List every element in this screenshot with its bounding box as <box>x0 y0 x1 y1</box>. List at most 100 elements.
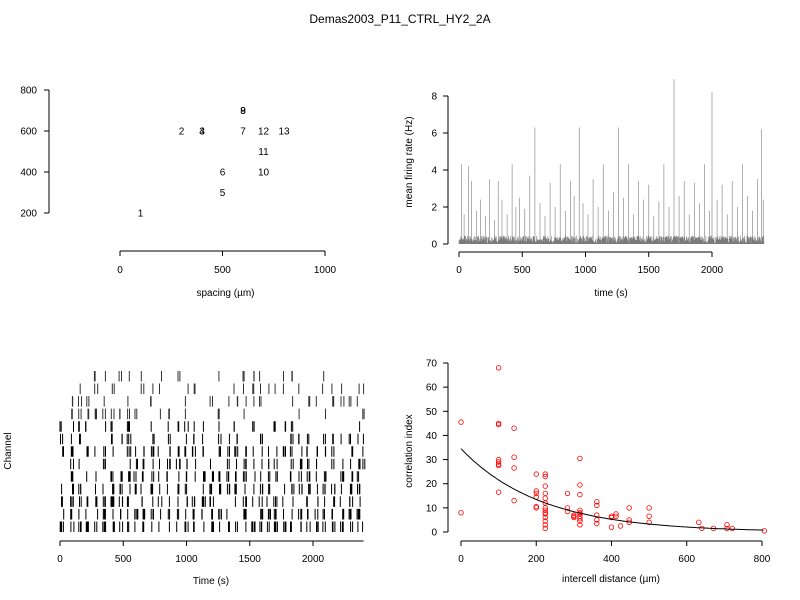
corr-point-65 <box>646 513 652 519</box>
correlation-panel: 0 200 400 600 800 0 10 20 30 40 50 60 70 intercell di… <box>404 359 771 586</box>
rate-x-tick-label: 1000 <box>574 265 597 276</box>
layout-y-tick-label: 200 <box>20 209 37 220</box>
corr-point-23 <box>542 490 548 497</box>
raster-channel-4 <box>61 483 361 495</box>
corr-point-34 <box>564 490 571 497</box>
raster-x-tick-label: 0 <box>57 554 63 565</box>
figure-title: Demas2003_P11_CTRL_HY2_2A <box>309 12 490 26</box>
corr-point-11 <box>511 454 517 460</box>
layout-cell-label-11: 11 <box>258 147 269 158</box>
corr-y-tick-label: 30 <box>426 455 438 466</box>
corr-point-32 <box>542 522 548 528</box>
raster-panel: 0 500 1000 1500 2000 Time (s) Channel <box>3 371 366 587</box>
corr-x-tick-label: 0 <box>458 554 464 565</box>
corr-y-tick-label: 50 <box>426 407 438 418</box>
raster-channel-2 <box>63 508 361 520</box>
corr-point-22 <box>542 483 548 489</box>
rate-x-tick-label: 2000 <box>701 265 724 276</box>
corr-x-tick-label: 200 <box>528 554 545 565</box>
corr-point-16 <box>533 490 539 497</box>
layout-x-axis-label: spacing (µm) <box>197 288 255 299</box>
rate-y-tick-label: 6 <box>431 129 437 140</box>
corr-point-0 <box>458 419 464 425</box>
corr-x-tick-label: 400 <box>603 554 620 565</box>
corr-point-13 <box>511 497 517 504</box>
corr-point-9 <box>495 489 502 495</box>
raster-channel-12 <box>79 383 365 395</box>
raster-channel-11 <box>71 396 358 407</box>
corr-point-41 <box>577 482 583 488</box>
raster-channel-7 <box>62 446 364 457</box>
corr-point-24 <box>542 495 548 501</box>
corr-point-48 <box>577 518 583 524</box>
layout-cell-label-5: 5 <box>220 188 226 199</box>
corr-fit-curve <box>460 448 764 531</box>
corr-point-43 <box>577 507 583 513</box>
layout-x-tick-label: 0 <box>117 265 123 276</box>
raster-channel-13 <box>93 371 325 382</box>
corr-point-33 <box>542 525 548 532</box>
corr-point-8 <box>495 462 502 469</box>
corr-point-19 <box>533 505 539 511</box>
raster-channel-5 <box>70 471 360 482</box>
layout-y-tick-label: 400 <box>20 168 37 179</box>
layout-cell-label-3: 3 <box>199 127 205 138</box>
corr-x-tick-label: 600 <box>678 554 695 565</box>
corr-point-70 <box>724 522 730 528</box>
corr-point-1 <box>458 510 464 516</box>
rate-y-tick-label: 4 <box>431 166 437 177</box>
layout-cell-label-13: 13 <box>278 127 290 138</box>
corr-point-30 <box>542 514 548 521</box>
corr-x-axis-label: intercell distance (µm) <box>562 574 660 585</box>
corr-point-72 <box>729 525 735 532</box>
layout-x-tick-label: 500 <box>214 265 231 276</box>
raster-channel-3 <box>61 496 361 507</box>
corr-point-73 <box>761 528 767 534</box>
corr-point-29 <box>542 511 548 517</box>
layout-cell-label-2: 2 <box>179 127 185 138</box>
raster-channel-6 <box>70 458 366 470</box>
corr-point-57 <box>608 524 615 530</box>
corr-point-54 <box>594 520 600 527</box>
layout-y-tick-label: 800 <box>20 86 37 97</box>
rate-y-tick-label: 0 <box>431 240 437 251</box>
rate-y-axis-label: mean firing rate (Hz) <box>404 116 415 207</box>
layout-cell-label-8: 8 <box>240 106 246 117</box>
corr-point-51 <box>594 502 600 509</box>
corr-point-49 <box>577 522 583 528</box>
corr-point-53 <box>594 517 600 523</box>
corr-point-39 <box>571 514 577 521</box>
layout-cell-label-7: 7 <box>240 127 246 138</box>
corr-y-tick-label: 0 <box>431 528 437 539</box>
corr-point-42 <box>577 491 583 498</box>
rate-x-tick-label: 1500 <box>638 265 661 276</box>
raster-x-tick-label: 1000 <box>175 554 198 565</box>
layout-y-tick-label: 600 <box>20 127 37 138</box>
corr-y-tick-label: 10 <box>426 503 438 514</box>
corr-point-58 <box>613 511 619 517</box>
corr-point-2 <box>495 365 502 371</box>
corr-point-10 <box>511 425 517 431</box>
raster-channel-9 <box>59 421 361 432</box>
corr-point-64 <box>646 505 652 511</box>
raster-y-axis-label: Channel <box>3 432 14 469</box>
corr-y-tick-label: 70 <box>426 359 438 370</box>
corr-point-14 <box>533 471 539 477</box>
rate-y-tick-label: 8 <box>431 92 437 103</box>
corr-point-27 <box>542 507 548 513</box>
corr-point-66 <box>646 519 652 525</box>
layout-cell-label-6: 6 <box>220 168 226 179</box>
layout-cell-label-10: 10 <box>258 168 270 179</box>
corr-x-tick-label: 800 <box>754 554 771 565</box>
corr-y-tick-label: 60 <box>426 383 438 394</box>
raster-x-tick-label: 1500 <box>239 554 262 565</box>
layout-x-tick-label: 1000 <box>314 265 337 276</box>
layout-cell-label-4: 4 <box>199 127 205 138</box>
firing-rate-trace <box>458 79 765 244</box>
corr-point-6 <box>495 459 502 465</box>
corr-point-59 <box>613 513 619 519</box>
layout-cell-label-12: 12 <box>258 127 270 138</box>
corr-point-31 <box>542 518 548 524</box>
corr-point-50 <box>594 499 600 505</box>
